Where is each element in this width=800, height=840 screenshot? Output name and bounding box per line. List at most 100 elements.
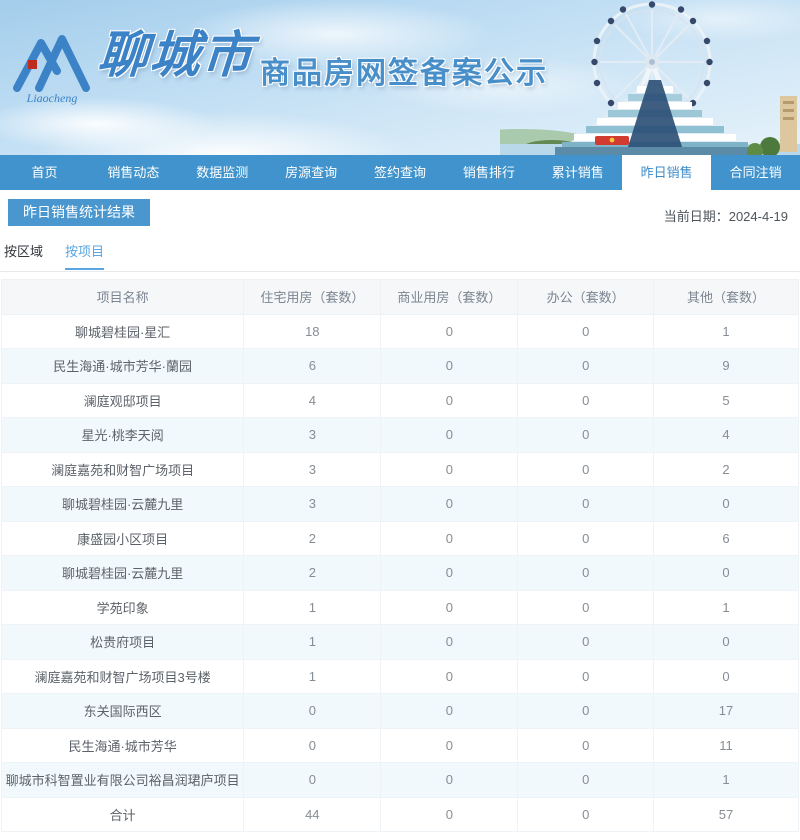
cell-office-units: 0 (517, 417, 654, 453)
current-date-label: 当前日期：2024-4-19 (663, 209, 788, 224)
cell-residential-units: 18 (243, 313, 382, 349)
cell-commercial-units: 0 (380, 382, 519, 418)
cell-project-name: 民生海通·城市芳华 (0, 727, 245, 763)
column-header: 商业用房（套数） (380, 279, 519, 315)
cell-residential-units: 1 (243, 624, 382, 660)
table-row: 松贵府项目 1 0 0 0 (0, 624, 800, 660)
page-head: 昨日销售统计结果 当前日期：2024-4-19 (0, 190, 800, 226)
cell-commercial-units: 0 (380, 658, 519, 694)
cell-commercial-units: 0 (380, 624, 519, 660)
cell-other-units: 1 (652, 589, 800, 625)
cell-project-name: 东关国际西区 (0, 693, 245, 729)
cell-project-name: 松贵府项目 (0, 624, 245, 660)
cell-other-units: 0 (652, 624, 800, 660)
nav-item[interactable]: 首页 (0, 155, 89, 190)
nav-item-label: 首页 (31, 165, 58, 180)
cell-residential-units: 1 (243, 589, 382, 625)
cell-project-name: 星光·桃李天阅 (0, 417, 245, 453)
cell-other-units: 1 (652, 313, 800, 349)
cell-other-units: 5 (652, 382, 800, 418)
view-tab[interactable]: 按区域 (4, 241, 43, 268)
cell-commercial-units: 0 (380, 348, 519, 384)
table-row: 康盛园小区项目 2 0 0 6 (0, 520, 800, 556)
nav-item-label: 签约查询 (374, 165, 427, 180)
cell-residential-units: 3 (243, 451, 382, 487)
cell-office-units: 0 (517, 727, 654, 763)
nav-item[interactable]: 签约查询 (356, 155, 445, 190)
tabs-divider (0, 271, 800, 272)
cell-residential-units: 3 (243, 486, 382, 522)
cell-project-name: 学苑印象 (0, 589, 245, 625)
table-row: 民生海通·城市芳华 0 0 0 11 (0, 727, 800, 763)
table-row: 聊城市科智置业有限公司裕昌润珺庐项目 0 0 0 1 (0, 762, 800, 798)
site-title: 商品房网签备案公示 (260, 57, 548, 90)
column-header: 项目名称 (0, 279, 245, 315)
cell-other-units: 0 (652, 658, 800, 694)
cell-residential-units: 2 (243, 555, 382, 591)
site-brand: Liaocheng 聊城市 商品房网签备案公示 (12, 26, 548, 111)
column-header: 办公（套数） (517, 279, 654, 315)
cell-office-units: 0 (517, 520, 654, 556)
cell-residential-units: 0 (243, 727, 382, 763)
cell-commercial-units: 0 (380, 520, 519, 556)
cell-office-units: 0 (517, 348, 654, 384)
cell-project-name: 聊城市科智置业有限公司裕昌润珺庐项目 (0, 762, 245, 798)
cell-other-units: 57 (652, 796, 800, 832)
nav-item-label: 销售动态 (107, 165, 160, 180)
nav-item[interactable]: 销售动态 (89, 155, 178, 190)
view-tab-label: 按区域 (4, 244, 44, 259)
header-row: 项目名称 住宅用房（套数） 商业用房（套数） 办公（套数） 其他（套数） (0, 279, 800, 315)
cell-residential-units: 44 (243, 796, 382, 832)
cell-office-units: 0 (517, 624, 654, 660)
nav-item-label: 昨日销售 (640, 165, 693, 180)
cell-project-name: 聊城碧桂园·星汇 (0, 313, 245, 349)
cell-commercial-units: 0 (380, 555, 519, 591)
column-header: 住宅用房（套数） (243, 279, 382, 315)
table-row: 星光·桃李天阅 3 0 0 4 (0, 417, 800, 453)
nav-item[interactable]: 昨日销售 (622, 155, 712, 190)
cell-commercial-units: 0 (380, 451, 519, 487)
nav-item[interactable]: 房源查询 (267, 155, 356, 190)
main-nav: 首页 销售动态 数据监测 房源查询 签约查询 销售排行 累计销售 昨日销售 合同… (0, 155, 800, 190)
table-row: 聊城碧桂园·云麓九里 2 0 0 0 (0, 555, 800, 591)
cell-office-units: 0 (517, 382, 654, 418)
cell-other-units: 9 (652, 348, 800, 384)
cell-other-units: 2 (652, 451, 800, 487)
nav-item-label: 销售排行 (462, 165, 515, 180)
cell-project-name: 聊城碧桂园·云麓九里 (0, 486, 245, 522)
site-banner: Liaocheng 聊城市 商品房网签备案公示 (0, 0, 800, 155)
nav-item-label: 累计销售 (551, 165, 604, 180)
cell-commercial-units: 0 (380, 589, 519, 625)
cell-commercial-units: 0 (380, 762, 519, 798)
table-row: 澜庭嘉苑和财智广场项目 3 0 0 2 (0, 451, 800, 487)
cell-other-units: 1 (652, 762, 800, 798)
nav-item-label: 房源查询 (285, 165, 338, 180)
table-row: 聊城碧桂园·云麓九里 3 0 0 0 (0, 486, 800, 522)
cell-office-units: 0 (517, 486, 654, 522)
cell-residential-units: 0 (243, 693, 382, 729)
cell-commercial-units: 0 (380, 313, 519, 349)
cell-project-name: 民生海通·城市芳华·蘭园 (0, 348, 245, 384)
sales-table-head: 项目名称 住宅用房（套数） 商业用房（套数） 办公（套数） 其他（套数） (0, 279, 800, 315)
nav-item[interactable]: 数据监测 (178, 155, 267, 190)
banner-ferris-wheel-illustration (500, 1, 800, 155)
svg-text:Liaocheng: Liaocheng (26, 91, 78, 105)
view-tabs: 按区域 按项目 (0, 226, 800, 270)
cell-residential-units: 3 (243, 417, 382, 453)
cell-other-units: 17 (652, 693, 800, 729)
cell-other-units: 0 (652, 555, 800, 591)
nav-item-label: 数据监测 (196, 165, 249, 180)
cell-office-units: 0 (517, 693, 654, 729)
sales-table: 项目名称 住宅用房（套数） 商业用房（套数） 办公（套数） 其他（套数） 聊城碧桂园·星… (0, 279, 800, 832)
cell-residential-units: 4 (243, 382, 382, 418)
nav-item[interactable]: 合同注销 (711, 155, 800, 190)
view-tab-label: 按项目 (65, 244, 105, 259)
column-header: 其他（套数） (652, 279, 800, 315)
cell-project-name: 聊城碧桂园·云麓九里 (0, 555, 245, 591)
cell-project-name: 康盛园小区项目 (0, 520, 245, 556)
view-tab[interactable]: 按项目 (65, 241, 105, 270)
nav-item[interactable]: 累计销售 (533, 155, 622, 190)
city-name-calligraphy: 聊城市 (96, 27, 256, 83)
nav-item[interactable]: 销售排行 (444, 155, 533, 190)
cell-office-units: 0 (517, 451, 654, 487)
